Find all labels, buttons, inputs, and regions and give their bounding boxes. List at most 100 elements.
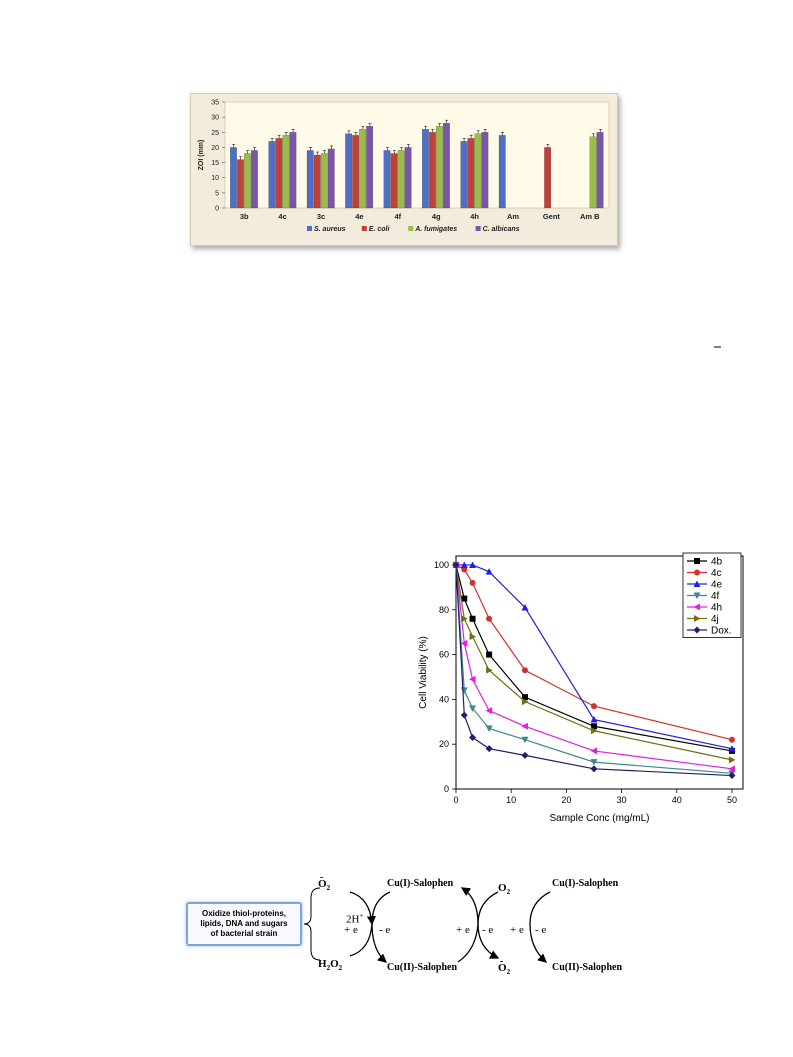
legend-label: 4f bbox=[711, 591, 720, 602]
category-label: 3c bbox=[317, 212, 325, 221]
minus-e-2: - e bbox=[482, 924, 494, 936]
bar bbox=[282, 135, 290, 209]
cycle-3-arrow bbox=[529, 891, 551, 963]
y-tick-label: 0 bbox=[215, 206, 219, 213]
data-point bbox=[469, 675, 476, 683]
y-tick-label: 25 bbox=[211, 130, 219, 137]
bar bbox=[251, 150, 258, 209]
legend-swatch bbox=[408, 226, 414, 231]
bar bbox=[429, 132, 436, 209]
data-point bbox=[460, 639, 468, 647]
bar bbox=[474, 133, 482, 209]
o2-label: O2 bbox=[498, 882, 511, 897]
cu2-label-2: Cu(II)-Salophen bbox=[552, 962, 623, 973]
y-tick-label: 20 bbox=[211, 145, 219, 152]
bar bbox=[230, 147, 237, 209]
data-point bbox=[590, 727, 598, 735]
data-point bbox=[452, 561, 460, 569]
category-label: 4g bbox=[432, 212, 441, 221]
legend-label: 4h bbox=[711, 603, 722, 614]
data-point bbox=[693, 626, 701, 634]
x-tick-label: 0 bbox=[453, 795, 458, 805]
bar bbox=[306, 150, 314, 209]
bar bbox=[404, 147, 412, 209]
cycle-2-arrow-top bbox=[457, 887, 479, 963]
data-point bbox=[590, 765, 598, 773]
bar bbox=[345, 133, 352, 209]
data-point bbox=[590, 747, 597, 755]
category-label: 3b bbox=[240, 212, 249, 221]
data-point bbox=[521, 604, 529, 611]
y-axis-label: ZOI (mm) bbox=[198, 140, 205, 171]
oxidize-line-2: lipids, DNA and sugars bbox=[200, 919, 288, 928]
cycle-1-arrow-right bbox=[371, 891, 391, 963]
category-label: 4f bbox=[394, 212, 401, 221]
data-point bbox=[590, 703, 597, 710]
oxidize-box: Oxidize thiol-proteins, lipids, DNA and … bbox=[186, 902, 302, 946]
bar bbox=[589, 136, 597, 209]
data-point bbox=[469, 705, 477, 712]
data-point bbox=[693, 603, 700, 611]
legend-label: Dox. bbox=[711, 626, 732, 637]
bar bbox=[313, 154, 321, 209]
bar bbox=[327, 148, 335, 209]
data-point bbox=[521, 694, 528, 701]
legend-label: C. albicans bbox=[483, 226, 520, 233]
data-point bbox=[728, 756, 736, 764]
data-point bbox=[460, 711, 468, 719]
bar bbox=[289, 132, 297, 209]
plus-e-2: + e bbox=[456, 924, 470, 936]
legend-swatch bbox=[307, 226, 312, 231]
bar bbox=[237, 159, 244, 209]
x-tick-label: 20 bbox=[561, 795, 571, 805]
plot-frame bbox=[455, 555, 744, 790]
minus-e-1: - e bbox=[379, 924, 391, 936]
cu1-label-2: Cu(I)-Salophen bbox=[552, 878, 619, 889]
data-point bbox=[469, 579, 476, 586]
mechanism-diagram: Oxidize thiol-proteins, lipids, DNA and … bbox=[180, 872, 640, 978]
bar bbox=[422, 129, 429, 209]
legend-label: 4c bbox=[711, 568, 722, 579]
data-point bbox=[521, 698, 529, 706]
bar bbox=[397, 150, 405, 209]
legend-label: 4b bbox=[711, 557, 723, 568]
data-point bbox=[486, 615, 493, 622]
y-tick-label: 35 bbox=[211, 100, 219, 107]
curly-brace bbox=[303, 887, 321, 961]
bar bbox=[481, 132, 489, 209]
data-point bbox=[469, 615, 476, 622]
bar bbox=[359, 129, 366, 209]
category-label: Am bbox=[507, 212, 519, 221]
legend-label: E. coli bbox=[369, 226, 391, 233]
y-tick-label: 15 bbox=[211, 160, 219, 167]
plus-e-1: + e bbox=[344, 924, 358, 936]
y-tick-label: 5 bbox=[215, 190, 219, 197]
legend-swatch bbox=[475, 226, 481, 231]
y-tick-label: 0 bbox=[444, 784, 449, 794]
data-point bbox=[693, 592, 701, 599]
data-point bbox=[469, 633, 477, 641]
data-point bbox=[461, 615, 468, 623]
category-label: 4e bbox=[355, 212, 363, 221]
legend-label: S. aureus bbox=[314, 226, 346, 233]
data-point bbox=[485, 745, 493, 753]
bar bbox=[366, 126, 373, 209]
x-axis-label: Sample Conc (mg/mL) bbox=[549, 813, 649, 824]
oxidize-line-3: of bacterial strain bbox=[210, 929, 278, 938]
data-point bbox=[693, 580, 701, 587]
cell-viability-chart: 0 10 20 30 40 50 0 20 40 60 80 100 Sample Conc (mg/m… bbox=[418, 552, 744, 824]
data-point bbox=[485, 707, 493, 715]
bar bbox=[467, 138, 475, 209]
bar bbox=[544, 147, 551, 209]
legend-swatch bbox=[361, 226, 367, 231]
bar bbox=[383, 150, 391, 209]
cycle-1-arrow-top bbox=[349, 891, 376, 926]
bar bbox=[352, 135, 359, 209]
category-label: Gent bbox=[543, 212, 561, 221]
data-point bbox=[590, 723, 597, 730]
legend-label: 4e bbox=[711, 580, 723, 591]
data-point bbox=[694, 558, 700, 564]
x-tick-label: 50 bbox=[727, 795, 737, 805]
bar bbox=[320, 153, 328, 209]
y-tick-label: 20 bbox=[439, 739, 449, 749]
